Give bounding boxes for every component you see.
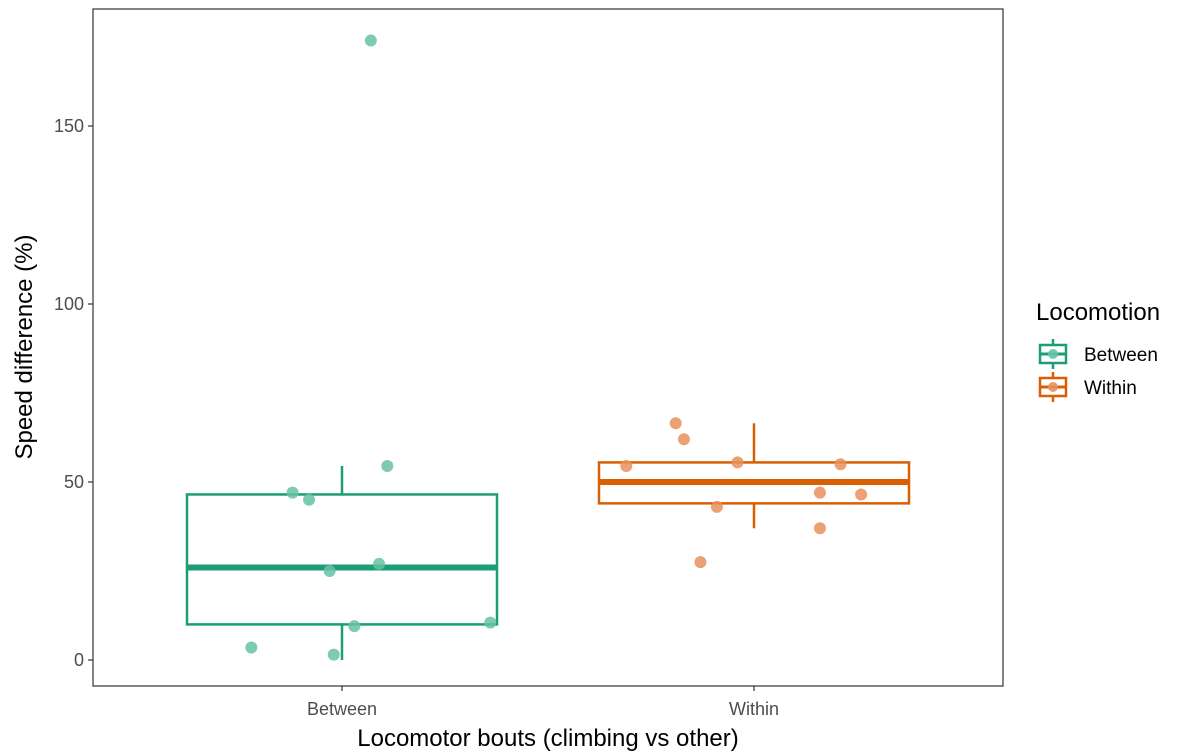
legend-key-within: Within xyxy=(1038,372,1137,402)
x-axis: Between Within xyxy=(307,686,779,719)
legend-point xyxy=(1048,349,1058,359)
points-layer xyxy=(245,34,868,661)
x-tick-label-within: Within xyxy=(729,699,779,719)
y-axis-title: Speed difference (%) xyxy=(11,234,38,459)
y-tick-label: 50 xyxy=(64,472,84,492)
plot-panel-border xyxy=(92,8,1004,687)
data-point-between xyxy=(286,486,299,499)
legend: Locomotion Between Within xyxy=(1036,299,1160,402)
data-point-between xyxy=(364,34,377,47)
legend-key-between: Between xyxy=(1038,339,1158,369)
data-point-within xyxy=(834,458,847,471)
data-point-between xyxy=(348,620,361,633)
data-point-within xyxy=(731,456,744,469)
box-within xyxy=(597,423,911,529)
y-tick-label: 150 xyxy=(54,116,84,136)
data-point-between xyxy=(303,493,316,506)
x-axis-title: Locomotor bouts (climbing vs other) xyxy=(357,725,739,752)
data-point-within xyxy=(710,500,723,513)
data-point-within xyxy=(855,488,868,501)
data-point-within xyxy=(620,459,633,472)
data-point-between xyxy=(484,616,497,629)
legend-title: Locomotion xyxy=(1036,299,1160,326)
y-axis: 0 50 100 150 xyxy=(54,116,93,670)
data-point-between xyxy=(323,565,336,577)
data-point-within xyxy=(694,556,707,569)
legend-point xyxy=(1048,382,1058,392)
y-tick-label: 100 xyxy=(54,294,84,314)
legend-keys: Between Within xyxy=(1038,339,1158,402)
box-between xyxy=(185,465,499,660)
data-point-within xyxy=(813,486,826,499)
legend-label-within: Within xyxy=(1084,378,1137,399)
data-point-within xyxy=(813,522,826,535)
boxes-layer xyxy=(185,423,911,660)
data-point-between xyxy=(381,459,394,472)
data-point-between xyxy=(373,557,386,570)
legend-label-between: Between xyxy=(1084,345,1158,366)
y-tick-label: 0 xyxy=(74,650,84,670)
data-point-between xyxy=(327,648,340,661)
data-point-within xyxy=(677,433,690,446)
data-point-between xyxy=(245,641,258,654)
box-iqr xyxy=(185,493,499,626)
data-point-within xyxy=(669,417,682,430)
x-tick-label-between: Between xyxy=(307,699,377,719)
